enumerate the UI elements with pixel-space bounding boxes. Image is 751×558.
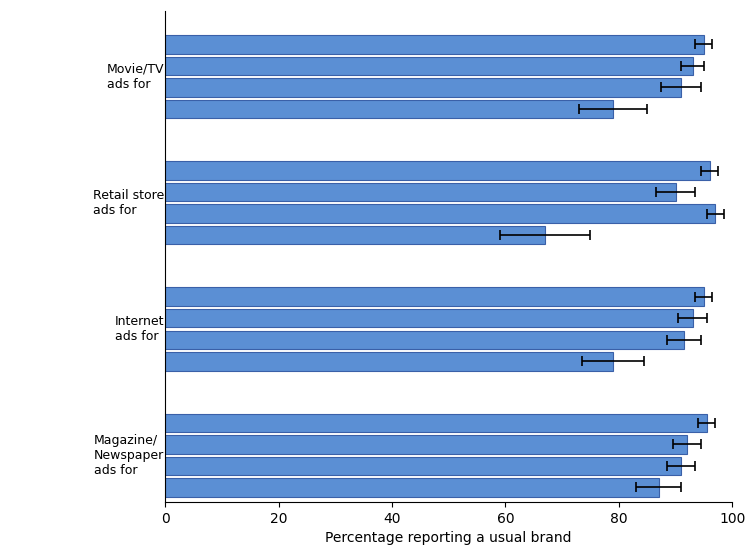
Bar (165, 330, 684, 349)
Text: Internet
ads for: Internet ads for (115, 315, 164, 343)
Bar (165, 287, 704, 306)
Bar (165, 100, 613, 118)
Text: Magazine/
Newspaper
ads for: Magazine/ Newspaper ads for (94, 434, 164, 477)
X-axis label: Percentage reporting a usual brand: Percentage reporting a usual brand (325, 531, 572, 546)
Bar (165, 78, 681, 97)
Bar (165, 413, 707, 432)
Bar (165, 161, 710, 180)
Bar (165, 309, 692, 328)
Text: Retail store
ads for: Retail store ads for (93, 189, 164, 217)
Bar (165, 352, 613, 371)
Text: Movie/TV
ads for: Movie/TV ads for (107, 62, 164, 91)
Bar (165, 183, 676, 201)
Bar (165, 435, 687, 454)
Bar (165, 57, 692, 75)
Bar (165, 226, 545, 244)
Bar (165, 478, 659, 497)
Bar (165, 204, 715, 223)
Bar (165, 456, 681, 475)
Bar (165, 35, 704, 54)
